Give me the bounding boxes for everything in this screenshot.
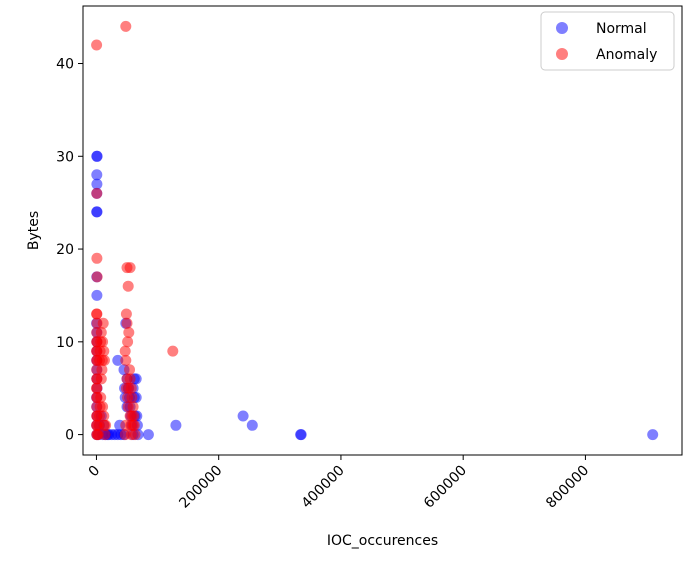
legend: Normal Anomaly xyxy=(540,11,675,71)
legend-marker-anomaly xyxy=(556,48,568,60)
data-point-anomaly xyxy=(91,39,103,51)
data-point-anomaly xyxy=(97,401,109,413)
data-point-anomaly xyxy=(97,317,109,329)
data-point-anomaly xyxy=(91,382,103,394)
y-tick-label: 0 xyxy=(65,428,74,444)
data-point-anomaly xyxy=(120,354,132,366)
y-tick-label: 20 xyxy=(56,242,74,258)
data-point-anomaly xyxy=(129,429,141,441)
data-point-anomaly xyxy=(95,373,107,385)
data-point-anomaly xyxy=(127,419,139,431)
data-point-anomaly xyxy=(126,392,138,403)
series-normal xyxy=(91,150,659,441)
data-point-anomaly xyxy=(98,410,110,422)
y-axis-ticks: 0 10 20 30 40 xyxy=(56,57,83,444)
data-point-normal xyxy=(295,429,307,441)
data-point-normal xyxy=(237,410,249,422)
x-tick-label: 800000 xyxy=(543,463,592,512)
data-point-anomaly xyxy=(95,392,107,403)
y-tick-label: 40 xyxy=(56,57,74,73)
data-point-anomaly xyxy=(96,364,108,376)
data-point-anomaly xyxy=(94,345,106,357)
data-point-normal xyxy=(647,429,659,441)
data-point-anomaly xyxy=(125,382,137,394)
x-tick-label: 200000 xyxy=(176,463,225,512)
x-tick-label: 0 xyxy=(86,463,104,481)
series-anomaly xyxy=(91,20,179,441)
legend-label-normal: Normal xyxy=(596,21,647,37)
data-point-anomaly xyxy=(122,336,134,348)
data-point-anomaly xyxy=(126,410,138,422)
data-point-anomaly xyxy=(124,262,136,274)
data-point-normal xyxy=(246,419,258,431)
data-point-normal xyxy=(170,419,182,431)
data-point-anomaly xyxy=(91,271,103,283)
data-point-anomaly xyxy=(120,20,132,32)
data-point-normal xyxy=(142,429,154,441)
legend-marker-normal xyxy=(556,22,568,34)
legend-label-anomaly: Anomaly xyxy=(596,47,657,63)
legend-box xyxy=(540,11,675,71)
data-point-anomaly xyxy=(95,336,107,348)
data-point-anomaly xyxy=(121,317,133,329)
data-point-anomaly xyxy=(127,401,139,413)
y-tick-label: 10 xyxy=(56,335,74,351)
data-point-normal xyxy=(91,178,103,190)
data-point-normal xyxy=(112,354,124,366)
x-tick-label: 600000 xyxy=(421,463,470,512)
data-point-anomaly xyxy=(124,364,135,376)
data-point-anomaly xyxy=(167,345,179,357)
data-point-anomaly xyxy=(119,429,131,441)
data-point-normal xyxy=(91,150,103,162)
data-point-anomaly xyxy=(119,345,131,357)
x-axis-ticks: 0 200000 400000 600000 800000 xyxy=(86,455,592,512)
x-tick-label: 400000 xyxy=(299,463,348,512)
data-point-anomaly xyxy=(120,308,132,320)
x-axis-label: IOC_occurences xyxy=(327,533,438,549)
data-point-normal xyxy=(91,289,103,301)
y-axis-label: Bytes xyxy=(26,211,42,250)
data-point-anomaly xyxy=(124,373,136,385)
data-point-anomaly xyxy=(91,308,103,320)
data-point-normal xyxy=(91,206,103,218)
data-point-anomaly xyxy=(94,354,105,366)
plot-frame xyxy=(82,5,683,456)
data-point-normal xyxy=(91,169,103,181)
data-point-anomaly xyxy=(95,327,107,338)
y-tick-label: 30 xyxy=(56,149,74,165)
data-point-anomaly xyxy=(122,280,134,292)
data-point-anomaly xyxy=(98,419,110,431)
data-point-anomaly xyxy=(91,187,103,199)
data-point-anomaly xyxy=(99,429,111,441)
data-point-anomaly xyxy=(123,327,135,338)
data-point-anomaly xyxy=(91,252,103,264)
